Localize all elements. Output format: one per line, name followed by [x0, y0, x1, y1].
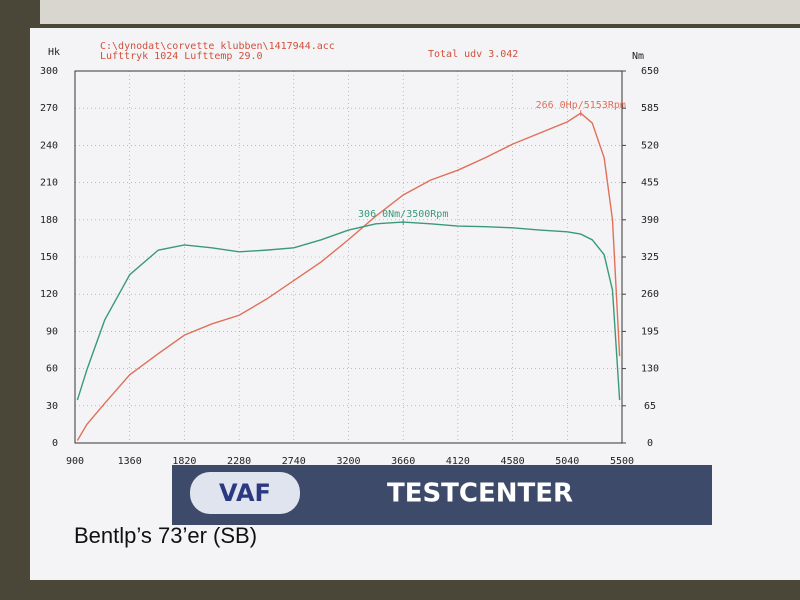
y-tick-label: 180 — [40, 215, 58, 226]
x-tick-label: 5500 — [610, 456, 634, 467]
y2-axis-label: Nm — [632, 51, 644, 62]
x-tick-label: 5040 — [555, 456, 579, 467]
y-tick-label: 270 — [40, 103, 58, 114]
y-tick-label: 0 — [52, 438, 58, 449]
caption: Bentlp’s 73’er (SB) — [74, 523, 257, 548]
y-axis-label: Hk — [48, 47, 60, 58]
header-line: Lufttryk 1024 Lufttemp 29.0 — [100, 51, 263, 62]
y2-tick-label: 520 — [641, 140, 659, 151]
y2-tick-label: 260 — [641, 289, 659, 300]
x-tick-label: 2280 — [227, 456, 251, 467]
x-tick-label: 1820 — [172, 456, 196, 467]
x-tick-label: 4580 — [501, 456, 525, 467]
y2-tick-label: 195 — [641, 326, 659, 337]
y-tick-label: 300 — [40, 66, 58, 77]
y2-tick-label: 325 — [641, 252, 659, 263]
annotation: 306 0Nm/3500Rpm — [358, 209, 448, 220]
y2-tick-label: 585 — [641, 103, 659, 114]
y2-tick-label: 65 — [644, 401, 656, 412]
header-line: C:\dynodat\corvette klubben\1417944.acc — [100, 41, 335, 52]
x-tick-label: 4120 — [446, 456, 470, 467]
plot-frame — [74, 70, 623, 444]
x-tick-label: 3660 — [391, 456, 415, 467]
y-tick-label: 210 — [40, 178, 58, 189]
y2-tick-label: 130 — [641, 364, 659, 375]
y-tick-label: 60 — [46, 364, 58, 375]
sleeve — [40, 0, 800, 24]
y-tick-label: 90 — [46, 326, 58, 337]
annotation: 266 0Hp/5153Rpm — [536, 100, 626, 111]
y2-tick-label: 0 — [647, 438, 653, 449]
y-tick-label: 150 — [40, 252, 58, 263]
x-tick-label: 1360 — [118, 456, 142, 467]
banner-logo-text: VAF — [219, 479, 271, 507]
banner-title: TESTCENTER — [387, 479, 573, 509]
x-tick-label: 900 — [66, 456, 84, 467]
data-line — [76, 221, 621, 401]
y2-tick-label: 650 — [641, 66, 659, 77]
y-tick-label: 240 — [40, 140, 58, 151]
y2-tick-label: 455 — [641, 178, 659, 189]
banner-logo — [190, 472, 300, 514]
y-tick-label: 120 — [40, 289, 58, 300]
y-tick-label: 30 — [46, 401, 58, 412]
x-tick-label: 2740 — [282, 456, 306, 467]
header-line: Total udv 3.042 — [428, 49, 518, 60]
x-tick-label: 3200 — [336, 456, 360, 467]
y2-tick-label: 390 — [641, 215, 659, 226]
